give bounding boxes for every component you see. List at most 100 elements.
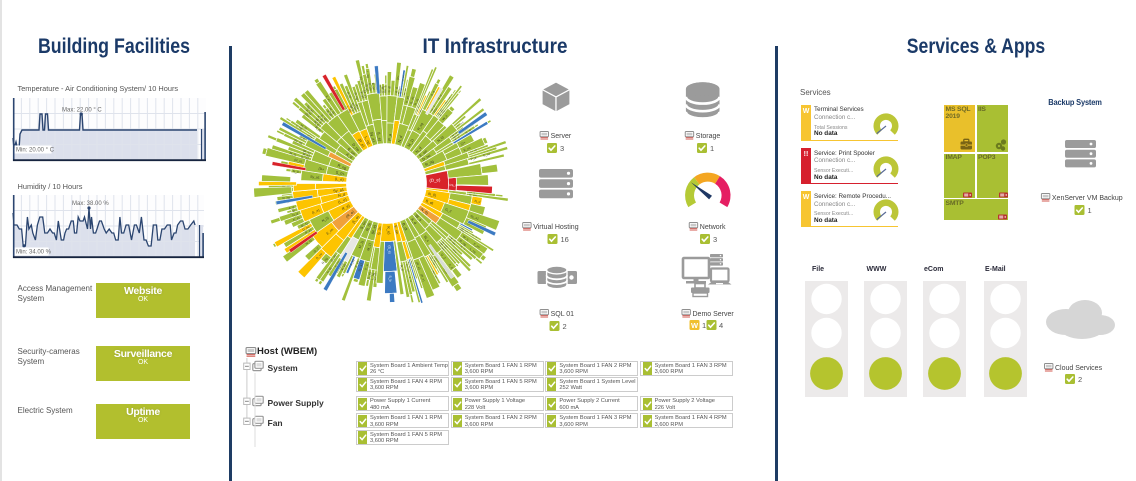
svg-text:Min: 20.00 ° C: Min: 20.00 ° C	[16, 148, 55, 154]
svg-text:E_on: E_on	[367, 83, 372, 91]
svg-text:Sy_a1: Sy_a1	[293, 138, 303, 146]
svg-text:1: 1	[1088, 206, 1092, 215]
svg-text:E_on: E_on	[463, 146, 472, 153]
svg-text:R_ng: R_ng	[397, 86, 402, 94]
svg-text:R_e): R_e)	[304, 228, 312, 235]
svg-text:L_ng: L_ng	[370, 272, 375, 280]
svg-text:A_d: A_d	[399, 88, 404, 94]
svg-text:L_ng: L_ng	[364, 136, 371, 145]
svg-text:M_1): M_1)	[300, 123, 308, 130]
svg-text:Sy_a1: Sy_a1	[369, 131, 376, 142]
svg-text:D_no: D_no	[422, 154, 432, 162]
svg-text:(D+: (D+	[459, 228, 466, 234]
svg-text:Sy_a1: Sy_a1	[333, 188, 344, 193]
svg-text:(L_e): (L_e)	[330, 254, 338, 262]
svg-text:R_e): R_e)	[413, 98, 419, 106]
svg-text:R_ng: R_ng	[459, 239, 468, 247]
svg-text:(L_e): (L_e)	[338, 197, 348, 204]
svg-text:L_ng: L_ng	[365, 71, 370, 79]
svg-text:K_e): K_e)	[316, 115, 324, 123]
svg-text:3: 3	[713, 235, 717, 244]
svg-text:R_ng: R_ng	[337, 164, 347, 171]
svg-text:(R_e): (R_e)	[419, 273, 425, 281]
svg-text:W_s: W_s	[315, 117, 323, 125]
svg-text:A_d: A_d	[449, 236, 456, 243]
svg-text:K_e): K_e)	[349, 258, 355, 266]
svg-text:K_e): K_e)	[359, 91, 365, 99]
svg-text:P_a: P_a	[470, 156, 477, 162]
svg-text:Sy_a1: Sy_a1	[404, 263, 410, 273]
svg-text:R_e): R_e)	[341, 203, 351, 211]
svg-text:(R_e): (R_e)	[302, 149, 311, 156]
svg-text:K_e): K_e)	[386, 226, 390, 235]
svg-text:(S_e): (S_e)	[387, 245, 391, 253]
svg-text:G_2: G_2	[445, 207, 453, 213]
svg-text:N_0): N_0)	[365, 222, 372, 232]
svg-text:K_e): K_e)	[354, 260, 360, 268]
svg-text:3: 3	[560, 144, 564, 153]
svg-text:(D+: (D+	[306, 134, 313, 140]
svg-text:Sy_a1: Sy_a1	[310, 175, 320, 180]
svg-text:A_d: A_d	[407, 276, 412, 282]
svg-text:R_ng: R_ng	[469, 193, 477, 198]
svg-text:D_no: D_no	[437, 244, 445, 253]
svg-text:(L_e): (L_e)	[376, 132, 381, 142]
svg-text:S_0+: S_0+	[334, 260, 341, 269]
svg-text:N_0): N_0)	[437, 135, 445, 143]
svg-text:N_0): N_0)	[321, 216, 329, 223]
svg-text:S_0+: S_0+	[377, 225, 382, 235]
svg-text:M_1): M_1)	[358, 240, 365, 249]
svg-text:N_0): N_0)	[305, 238, 313, 245]
svg-text:P_a: P_a	[388, 133, 392, 141]
svg-text:R_ng: R_ng	[403, 87, 408, 95]
svg-text:(D+: (D+	[396, 75, 401, 81]
svg-text:Sy_a1: Sy_a1	[431, 270, 439, 280]
svg-text:R_e): R_e)	[364, 84, 369, 92]
svg-text:N_0): N_0)	[470, 148, 478, 154]
svg-text:(R_e): (R_e)	[345, 209, 355, 219]
svg-text:B_dt: B_dt	[425, 199, 435, 206]
svg-text:M_1): M_1)	[289, 151, 297, 157]
svg-text:(D+: (D+	[318, 167, 324, 172]
svg-text:N_d: N_d	[338, 193, 346, 199]
svg-text:W_s: W_s	[381, 86, 385, 93]
svg-text:N_0): N_0)	[420, 207, 430, 215]
svg-text:Sy_a1: Sy_a1	[470, 214, 480, 221]
svg-text:(R_e): (R_e)	[371, 224, 378, 235]
svg-text:N_0): N_0)	[430, 256, 437, 264]
svg-text:(L_e): (L_e)	[335, 177, 345, 182]
svg-text:D_no: D_no	[315, 252, 323, 260]
svg-text:A_d: A_d	[399, 265, 404, 272]
svg-text:Cloud Services: Cloud Services	[1055, 365, 1103, 372]
svg-text:G_2: G_2	[440, 253, 447, 260]
svg-text:A_d: A_d	[459, 245, 466, 252]
svg-text:N_d: N_d	[397, 135, 403, 143]
svg-text:E_on: E_on	[347, 147, 356, 156]
svg-text:A_d: A_d	[448, 263, 455, 270]
svg-text:L_ng: L_ng	[469, 247, 477, 254]
svg-text:L_ng: L_ng	[295, 124, 303, 131]
svg-text:(L_e): (L_e)	[301, 155, 309, 161]
svg-text:R_e): R_e)	[401, 75, 406, 82]
svg-text:N_d: N_d	[415, 146, 423, 154]
svg-text:XenServer VM Backup: XenServer VM Backup	[1052, 195, 1123, 202]
svg-text:(R_e): (R_e)	[357, 138, 366, 149]
svg-text:R_e): R_e)	[314, 125, 322, 132]
svg-text:N_0): N_0)	[428, 192, 438, 198]
svg-text:Sy_a1: Sy_a1	[306, 105, 315, 114]
svg-text:R_ng: R_ng	[425, 160, 435, 168]
svg-text:B_dt: B_dt	[465, 128, 472, 135]
svg-text:M_1): M_1)	[407, 138, 415, 148]
svg-text:M_1): M_1)	[366, 243, 372, 252]
svg-text:N_d: N_d	[451, 131, 458, 138]
svg-text:W_s: W_s	[441, 114, 448, 122]
svg-text:Sy_a1: Sy_a1	[359, 76, 365, 86]
svg-text:P_a: P_a	[469, 191, 475, 196]
svg-text:(R_e): (R_e)	[294, 158, 303, 164]
svg-text:W_s: W_s	[452, 133, 460, 140]
svg-text:M_1): M_1)	[439, 242, 447, 250]
svg-text:E_on: E_on	[419, 149, 428, 158]
svg-text:Sy_a1: Sy_a1	[444, 96, 452, 105]
svg-text:B_dt: B_dt	[401, 222, 408, 232]
svg-text:B_dt: B_dt	[326, 109, 333, 117]
